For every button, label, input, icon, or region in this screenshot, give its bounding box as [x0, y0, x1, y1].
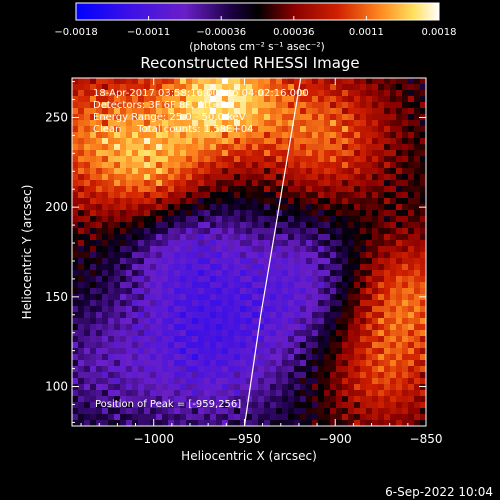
colorbar-tick-label: 0.0011 — [349, 27, 384, 38]
colorbar-unit-label: (photons cm⁻² s⁻¹ asec⁻²) — [189, 41, 324, 53]
colorbar-tick-label: −0.0011 — [127, 27, 170, 38]
colorbar-tick-label: −0.0018 — [54, 27, 97, 38]
x-tick-label: −1000 — [133, 432, 174, 446]
heatmap-image — [72, 78, 426, 426]
plot-frame — [71, 77, 427, 427]
annotation-time-range: 18-Apr-2017 03:58:16.000 to 04:02:16.000 — [93, 88, 309, 99]
y-axis-label: Heliocentric Y (arcsec) — [20, 185, 34, 320]
y-tick-label: 150 — [45, 290, 68, 304]
axis-ticks: −1000 −950 −900 −850 100 150 200 250 — [45, 78, 442, 446]
annotation-energy-range: Energy Range: 25.0 - 50.0 keV — [93, 112, 246, 123]
annotation-detectors: Detectors: 3F 6F 8F, Att=0 — [93, 100, 227, 111]
y-tick-label: 100 — [45, 380, 68, 394]
colorbar-tick-label: 0.0018 — [422, 27, 457, 38]
colorbar-tick-label: 0.00036 — [273, 27, 314, 38]
x-tick-label: −850 — [410, 432, 443, 446]
solar-limb-curve — [243, 78, 302, 426]
x-tick-label: −900 — [319, 432, 352, 446]
peak-position-label: Position of Peak = [-959,256] — [95, 399, 241, 410]
y-tick-label: 200 — [45, 200, 68, 214]
chart-title: Reconstructed RHESSI Image — [140, 54, 359, 72]
colorbar-tick-label: −0.00036 — [196, 27, 246, 38]
y-tick-label: 250 — [45, 110, 68, 124]
colorbar-ticks: −0.0018 −0.0011 −0.00036 0.00036 0.0011 0.001… — [54, 16, 457, 38]
annotation-total-counts: Clean Total counts: 1.58E+04 — [93, 124, 253, 135]
footer-date: 6-Sep-2022 10:04 — [385, 485, 493, 499]
x-axis-label: Heliocentric X (arcsec) — [181, 449, 317, 463]
x-tick-label: −950 — [228, 432, 261, 446]
colorbar — [75, 2, 440, 21]
